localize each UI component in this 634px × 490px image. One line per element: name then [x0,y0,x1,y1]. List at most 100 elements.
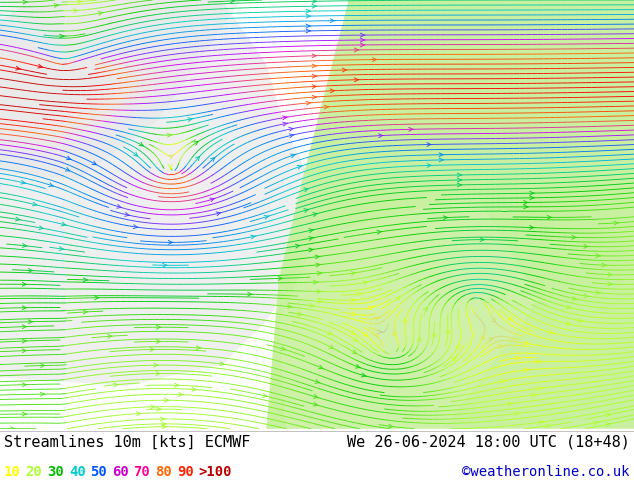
FancyArrowPatch shape [375,318,378,321]
FancyArrowPatch shape [289,134,294,138]
FancyArrowPatch shape [457,173,462,177]
FancyArrowPatch shape [21,180,26,184]
FancyArrowPatch shape [572,296,577,300]
FancyArrowPatch shape [330,19,335,23]
Text: 80: 80 [155,465,172,479]
FancyArrowPatch shape [295,244,301,248]
FancyArrowPatch shape [60,34,65,38]
FancyArrowPatch shape [356,365,361,368]
FancyArrowPatch shape [289,127,294,131]
FancyArrowPatch shape [150,347,155,351]
FancyArrowPatch shape [443,216,448,220]
FancyArrowPatch shape [584,294,589,297]
FancyArrowPatch shape [74,9,79,13]
FancyArrowPatch shape [22,282,27,286]
Text: ©weatheronline.co.uk: ©weatheronline.co.uk [462,465,630,479]
FancyArrowPatch shape [22,325,27,329]
FancyArrowPatch shape [373,58,377,62]
FancyArrowPatch shape [22,349,27,353]
FancyArrowPatch shape [389,424,394,428]
FancyArrowPatch shape [220,362,224,366]
FancyArrowPatch shape [192,388,197,392]
FancyArrowPatch shape [59,246,64,250]
FancyArrowPatch shape [167,133,172,137]
FancyArrowPatch shape [29,269,33,272]
Text: 60: 60 [112,465,129,479]
FancyArrowPatch shape [354,48,359,52]
FancyArrowPatch shape [539,420,544,424]
FancyArrowPatch shape [456,345,460,349]
FancyArrowPatch shape [156,371,161,375]
FancyArrowPatch shape [29,320,33,324]
FancyArrowPatch shape [329,345,333,348]
FancyArrowPatch shape [403,318,406,323]
FancyArrowPatch shape [281,346,286,350]
FancyArrowPatch shape [210,198,215,202]
FancyArrowPatch shape [290,154,295,158]
FancyArrowPatch shape [188,118,193,122]
FancyArrowPatch shape [283,122,288,126]
FancyArrowPatch shape [524,341,529,345]
FancyArrowPatch shape [262,393,268,397]
FancyArrowPatch shape [304,209,309,213]
FancyArrowPatch shape [162,263,167,267]
FancyArrowPatch shape [61,222,67,226]
FancyArrowPatch shape [439,158,444,162]
FancyArrowPatch shape [139,142,143,146]
FancyArrowPatch shape [312,4,317,8]
FancyArrowPatch shape [360,38,365,42]
FancyArrowPatch shape [136,412,141,416]
FancyArrowPatch shape [606,413,611,417]
FancyArrowPatch shape [313,213,318,217]
FancyArrowPatch shape [54,3,59,7]
Text: 90: 90 [177,465,193,479]
FancyArrowPatch shape [602,263,607,267]
FancyArrowPatch shape [41,392,45,396]
FancyArrowPatch shape [174,383,179,387]
FancyArrowPatch shape [342,68,347,72]
FancyArrowPatch shape [396,297,400,301]
FancyArrowPatch shape [83,278,88,282]
FancyArrowPatch shape [297,312,302,316]
FancyArrowPatch shape [165,398,169,402]
FancyArrowPatch shape [608,282,612,286]
FancyArrowPatch shape [113,383,119,387]
Text: 20: 20 [25,465,42,479]
FancyArrowPatch shape [536,360,541,364]
FancyArrowPatch shape [324,105,329,109]
FancyArrowPatch shape [309,248,314,252]
FancyArrowPatch shape [358,292,363,296]
FancyArrowPatch shape [360,33,365,37]
FancyArrowPatch shape [501,379,506,383]
FancyArrowPatch shape [593,421,598,425]
FancyArrowPatch shape [197,346,201,350]
FancyArrowPatch shape [278,276,283,280]
FancyArrowPatch shape [312,0,317,3]
FancyArrowPatch shape [524,200,528,204]
FancyArrowPatch shape [22,383,27,387]
FancyArrowPatch shape [353,338,358,342]
FancyArrowPatch shape [22,306,27,310]
FancyArrowPatch shape [377,230,382,234]
Text: Streamlines 10m [kts] ECMWF: Streamlines 10m [kts] ECMWF [4,435,250,450]
FancyArrowPatch shape [330,89,335,93]
FancyArrowPatch shape [578,318,583,322]
FancyArrowPatch shape [65,168,70,171]
FancyArrowPatch shape [160,417,165,421]
Polygon shape [266,0,634,429]
FancyArrowPatch shape [98,11,103,15]
FancyArrowPatch shape [352,350,356,353]
FancyArrowPatch shape [309,229,314,233]
FancyArrowPatch shape [537,387,542,391]
FancyArrowPatch shape [524,368,529,372]
FancyArrowPatch shape [315,255,320,259]
FancyArrowPatch shape [351,298,356,302]
FancyArrowPatch shape [230,0,235,3]
Text: 70: 70 [134,465,150,479]
FancyArrowPatch shape [306,101,311,105]
FancyArrowPatch shape [529,225,534,229]
FancyArrowPatch shape [351,271,356,275]
FancyArrowPatch shape [312,64,317,68]
FancyArrowPatch shape [427,143,432,147]
FancyArrowPatch shape [457,183,462,187]
